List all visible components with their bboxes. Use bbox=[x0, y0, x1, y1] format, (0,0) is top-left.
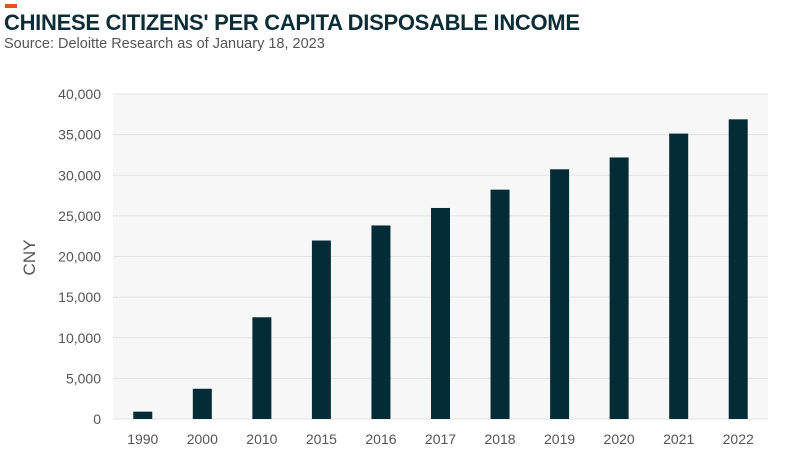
bar-2015 bbox=[311, 240, 331, 419]
y-tick-label: 35,000 bbox=[58, 127, 101, 143]
y-tick-label: 0 bbox=[93, 411, 101, 427]
x-tick-label: 2016 bbox=[365, 431, 396, 447]
x-tick-label: 2022 bbox=[723, 431, 754, 447]
x-tick-label: 2021 bbox=[663, 431, 694, 447]
y-tick-label: 10,000 bbox=[58, 330, 101, 346]
bar-2016 bbox=[371, 225, 391, 419]
bar-2020 bbox=[609, 157, 629, 420]
x-axis-ticks: 1990 2000 2010 2015 2016 2017 2018 2019 2020 2021… bbox=[127, 431, 754, 447]
x-tick-label: 1990 bbox=[127, 431, 158, 447]
bar-2019 bbox=[550, 169, 570, 419]
y-axis-ticks: 0 5,000 10,000 15,000 20,000 25,000 30,000 35,0… bbox=[58, 86, 101, 427]
bar-2010 bbox=[252, 317, 272, 419]
accent-bar bbox=[5, 4, 17, 8]
y-tick-label: 40,000 bbox=[58, 86, 101, 102]
y-tick-label: 25,000 bbox=[58, 208, 101, 224]
chart-source: Source: Deloitte Research as of January … bbox=[4, 36, 325, 52]
chart-title: CHINESE CITIZENS' PER CAPITA DISPOSABLE … bbox=[4, 10, 580, 35]
y-axis-title: CNY bbox=[20, 240, 39, 276]
x-tick-label: 2019 bbox=[544, 431, 575, 447]
y-tick-label: 30,000 bbox=[58, 167, 101, 183]
x-tick-label: 2018 bbox=[484, 431, 515, 447]
x-tick-label: 2017 bbox=[425, 431, 456, 447]
bar-2021 bbox=[669, 133, 689, 419]
bar-2018 bbox=[490, 189, 510, 419]
x-tick-label: 2020 bbox=[604, 431, 635, 447]
bar-2017 bbox=[431, 207, 450, 419]
x-tick-label: 2010 bbox=[246, 431, 277, 447]
y-tick-label: 15,000 bbox=[58, 289, 101, 305]
x-tick-label: 2015 bbox=[306, 431, 337, 447]
bar-2000 bbox=[192, 388, 212, 419]
x-tick-label: 2000 bbox=[187, 431, 218, 447]
bar-2022 bbox=[728, 119, 748, 419]
bar-1990 bbox=[133, 411, 153, 419]
y-tick-label: 5,000 bbox=[66, 370, 101, 386]
bars bbox=[133, 119, 748, 420]
y-tick-label: 20,000 bbox=[58, 249, 101, 265]
